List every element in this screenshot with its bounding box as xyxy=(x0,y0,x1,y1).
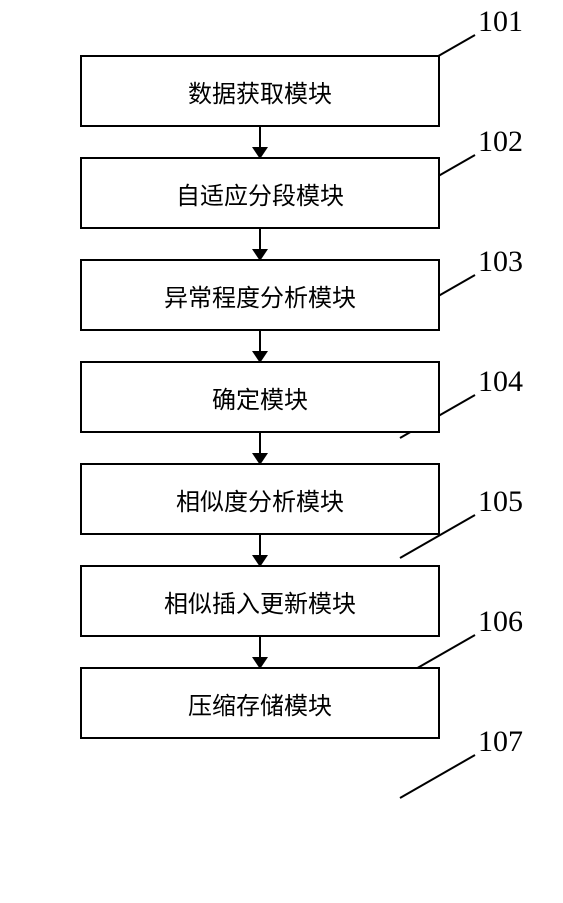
ref-number-103: 103 xyxy=(478,245,523,279)
ref-number-107: 107 xyxy=(478,725,523,759)
ref-number-102: 102 xyxy=(478,125,523,159)
node-label: 相似插入更新模块 xyxy=(164,584,356,619)
node-label: 数据获取模块 xyxy=(188,74,332,109)
ref-number-101: 101 xyxy=(478,5,523,39)
node-label: 确定模块 xyxy=(212,380,308,415)
node-label: 异常程度分析模块 xyxy=(164,278,356,313)
node-data-acquisition: 数据获取模块 xyxy=(80,55,440,127)
arrow xyxy=(259,433,261,463)
flowchart-container: 数据获取模块 自适应分段模块 异常程度分析模块 确定模块 相似度分析模块 相似插… xyxy=(60,55,460,739)
arrow xyxy=(259,127,261,157)
node-similar-insert-update: 相似插入更新模块 xyxy=(80,565,440,637)
connector-107 xyxy=(400,755,475,798)
node-similarity-analysis: 相似度分析模块 xyxy=(80,463,440,535)
node-compress-store: 压缩存储模块 xyxy=(80,667,440,739)
arrow xyxy=(259,637,261,667)
node-adaptive-segment: 自适应分段模块 xyxy=(80,157,440,229)
node-determine: 确定模块 xyxy=(80,361,440,433)
node-label: 自适应分段模块 xyxy=(176,176,344,211)
node-label: 相似度分析模块 xyxy=(176,482,344,517)
ref-number-105: 105 xyxy=(478,485,523,519)
ref-number-106: 106 xyxy=(478,605,523,639)
arrow xyxy=(259,331,261,361)
arrow xyxy=(259,229,261,259)
node-anomaly-analysis: 异常程度分析模块 xyxy=(80,259,440,331)
ref-number-104: 104 xyxy=(478,365,523,399)
node-label: 压缩存储模块 xyxy=(188,686,332,721)
arrow xyxy=(259,535,261,565)
